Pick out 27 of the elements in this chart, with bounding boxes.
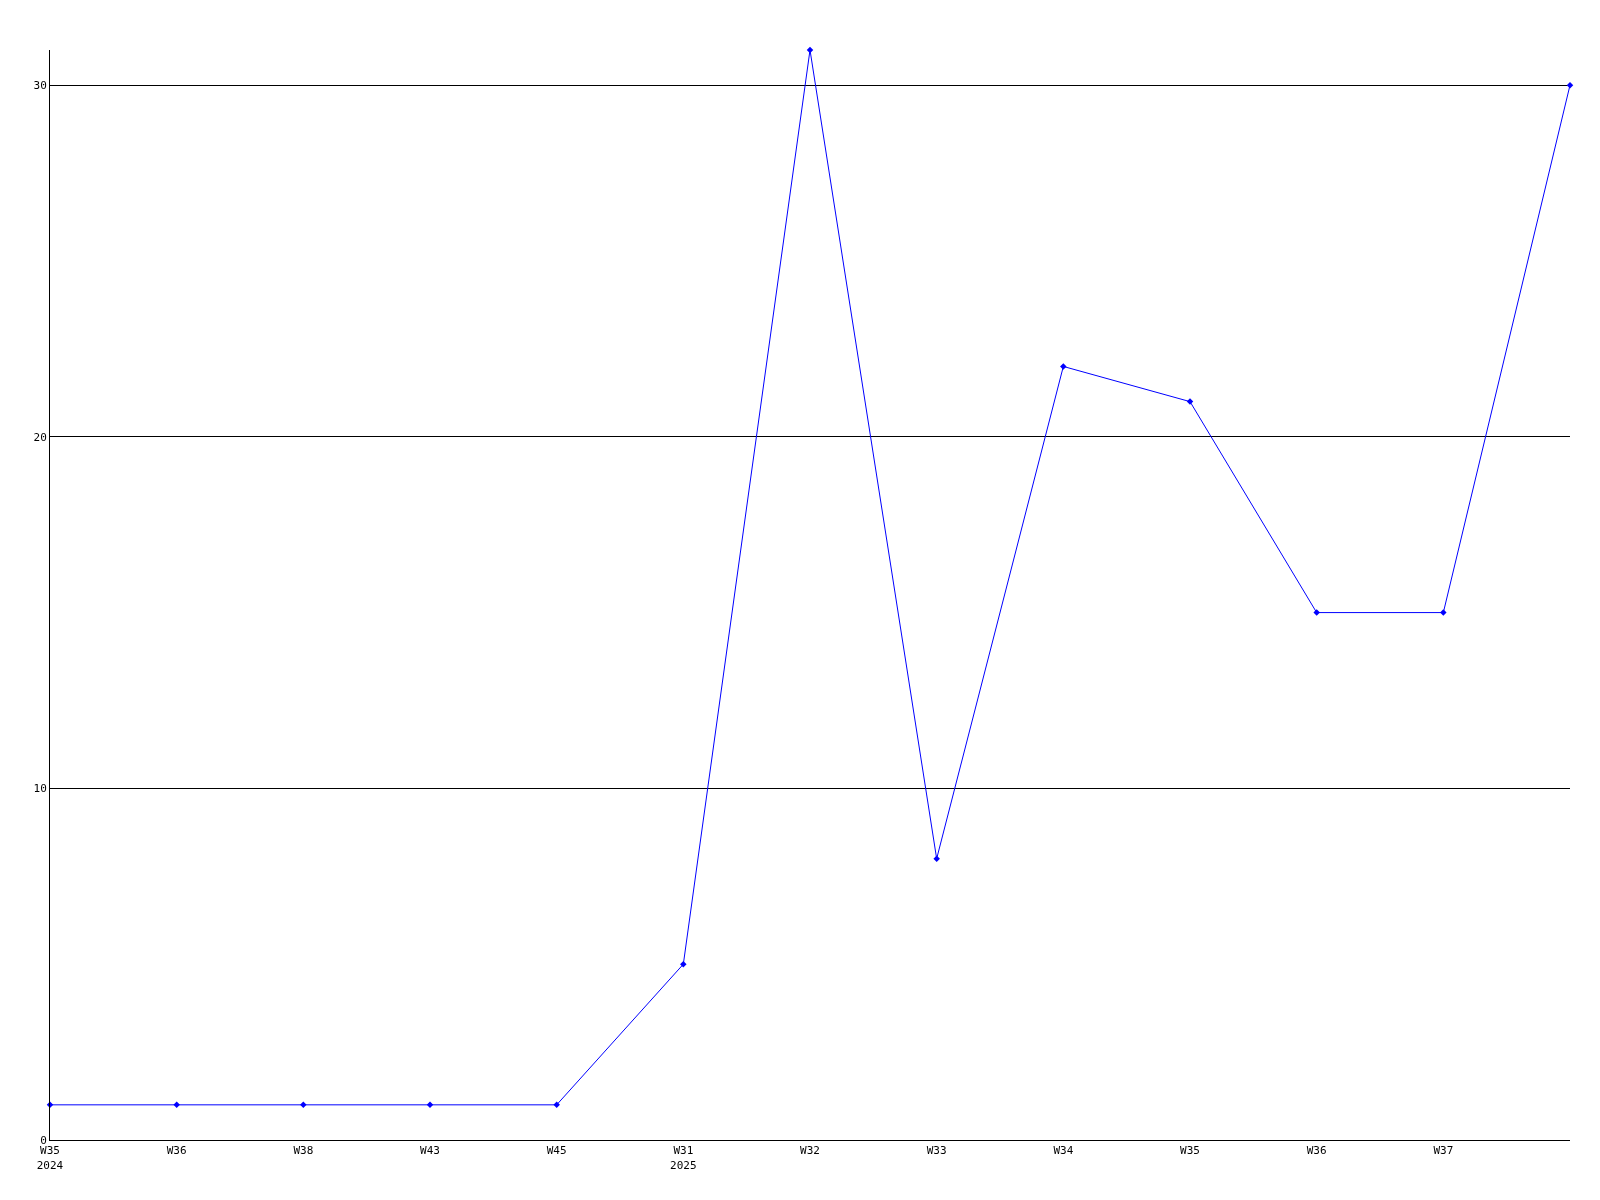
point: [173, 1101, 180, 1109]
x-tick-label: W36: [1306, 1144, 1327, 1158]
x-tick-label: W38: [293, 1144, 314, 1158]
x-tick-label: W35: [1180, 1144, 1200, 1158]
point: [1566, 81, 1574, 89]
x-tick-label: W43: [420, 1144, 440, 1158]
point: [300, 1101, 307, 1109]
point: [806, 46, 814, 54]
x-tick-label: W36: [166, 1144, 187, 1158]
point: [426, 1101, 434, 1109]
point: [553, 1101, 560, 1109]
y-tick-label: 30: [33, 79, 47, 93]
y-tick-label: 0: [40, 1133, 47, 1147]
point: [1060, 363, 1067, 370]
x-tick-label: W32: [800, 1144, 820, 1158]
x-tick-label: W45: [546, 1144, 567, 1158]
x-tick-label: W34: [1053, 1144, 1074, 1158]
y-tick-label: 20: [33, 430, 47, 444]
x-tick-label: W33: [926, 1144, 947, 1158]
point: [933, 855, 940, 862]
y-tick-label: 10: [33, 782, 47, 796]
point: [680, 960, 687, 968]
x-tick-label: W31 2025: [670, 1144, 697, 1172]
x-tick-label: W37: [1433, 1144, 1454, 1158]
point: [1440, 609, 1447, 616]
point: [1313, 609, 1320, 616]
x-tick-label: W35 2024: [36, 1144, 64, 1172]
